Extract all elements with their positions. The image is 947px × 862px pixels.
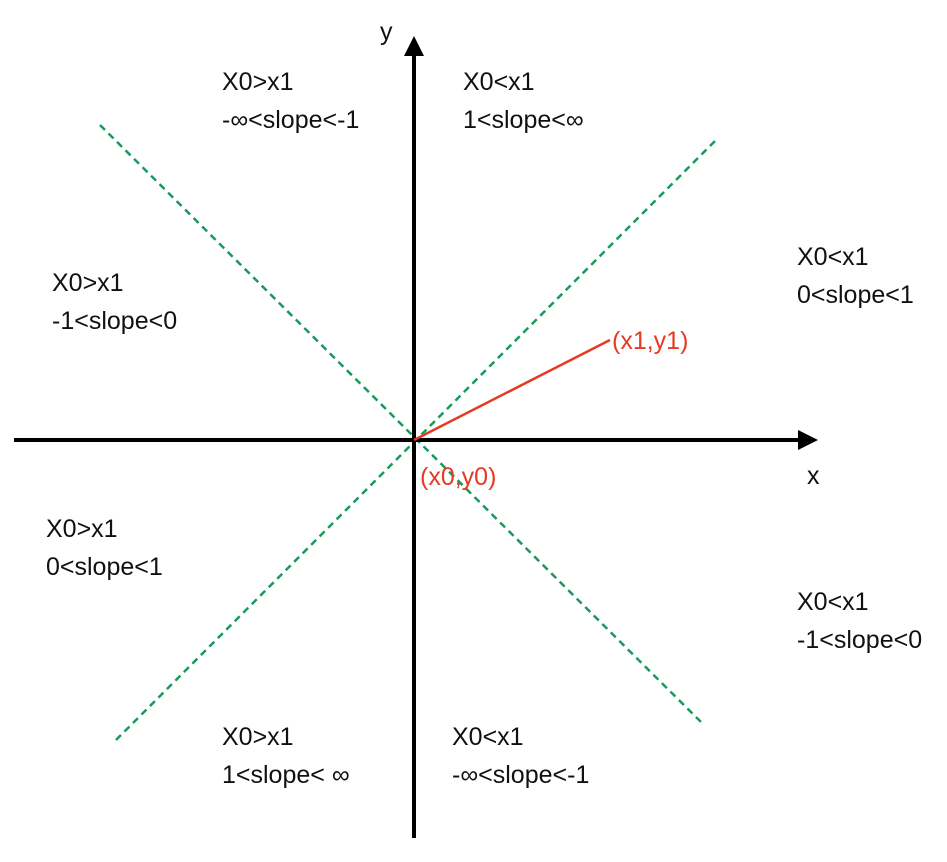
region-label-top-right: X0<x1 1<slope<∞ (463, 63, 584, 139)
region-slope-range: -∞<slope<-1 (222, 106, 360, 134)
diagonal-negative-slope-line (99, 124, 703, 724)
region-slope-range: -∞<slope<-1 (452, 761, 590, 789)
region-label-upper-left: X0>x1 -1<slope<0 (52, 264, 177, 340)
x-axis-arrowhead (798, 430, 818, 450)
region-direction: X0<x1 (452, 723, 524, 751)
region-label-top-left: X0>x1 -∞<slope<-1 (222, 63, 359, 139)
y-axis-arrowhead (404, 36, 424, 56)
region-label-lower-left: X0>x1 0<slope<1 (46, 510, 163, 586)
region-direction: X0>x1 (52, 269, 124, 297)
region-label-bottom-left: X0>x1 1<slope< ∞ (222, 718, 350, 794)
region-slope-range: -1<slope<0 (797, 626, 923, 654)
region-slope-range: 0<slope<1 (797, 281, 914, 309)
region-label-upper-right: X0<x1 0<slope<1 (797, 238, 914, 314)
region-label-lower-right: X0<x1 -1<slope<0 (797, 583, 922, 659)
end-point-label: (x1,y1) (612, 327, 689, 355)
region-direction: X0>x1 (222, 723, 294, 751)
region-label-bottom-right: X0<x1 -∞<slope<-1 (452, 718, 589, 794)
y-axis-label: y (380, 18, 393, 46)
region-slope-range: 1<slope<∞ (463, 106, 584, 134)
region-slope-range: 1<slope< ∞ (222, 761, 350, 789)
region-direction: X0>x1 (46, 515, 118, 543)
region-slope-range: -1<slope<0 (52, 307, 178, 335)
start-point-label: (x0,y0) (420, 463, 497, 491)
region-direction: X0>x1 (222, 68, 294, 96)
example-segment-line (413, 338, 611, 442)
region-direction: X0<x1 (463, 68, 535, 96)
region-direction: X0<x1 (797, 243, 869, 271)
region-direction: X0<x1 (797, 588, 869, 616)
region-slope-range: 0<slope<1 (46, 553, 163, 581)
x-axis-label: x (807, 462, 820, 490)
